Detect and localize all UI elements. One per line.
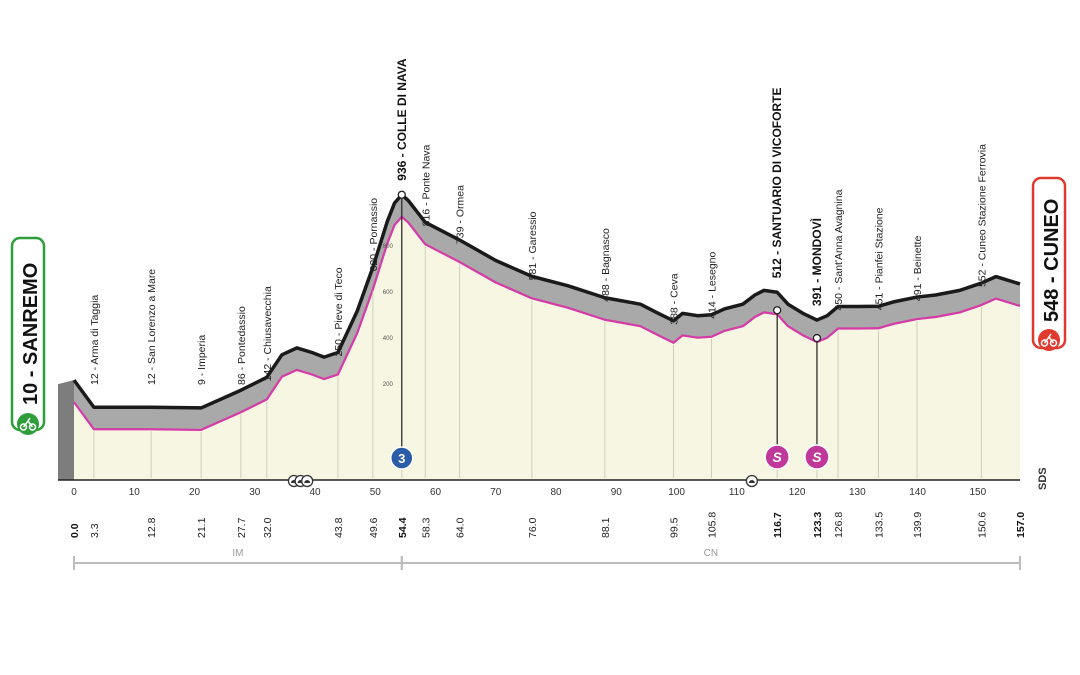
climb-category-label: 3 xyxy=(398,451,405,466)
waypoint-km-21: 157.0 xyxy=(1015,512,1027,538)
waypoint-drop-lines xyxy=(93,218,982,478)
region-label-IM: IM xyxy=(232,548,243,559)
sprint-badge-0 xyxy=(764,444,790,470)
waypoint-label-17: 450 - Sant'Anna Avagnina xyxy=(833,189,845,310)
waypoint-km-7: 49.6 xyxy=(368,517,380,538)
km-tick-150: 150 xyxy=(969,487,986,498)
distance-axis: 0 10 20 30 40 50 60 70 80 90 100 110 120 130 140 150 xyxy=(71,487,986,498)
waypoint-km-4: 27.7 xyxy=(236,517,248,538)
finish-icon-circle xyxy=(1038,329,1060,351)
waypoint-km-19: 139.9 xyxy=(912,512,924,538)
waypoint-km-20: 150.6 xyxy=(976,512,988,538)
waypoint-label-18: 451 - Pianfei Stazione xyxy=(873,207,885,310)
finish-badge: 548 - CUNEO xyxy=(1031,176,1067,351)
cyclist-icon xyxy=(19,417,37,431)
waypoint-km-9: 58.3 xyxy=(420,517,432,538)
elevation-tick-400: 400 xyxy=(383,336,394,342)
waypoint-km-13: 99.5 xyxy=(669,517,681,538)
elevation-tick-800: 800 xyxy=(383,244,394,250)
elevation-tick-200: 200 xyxy=(383,382,394,388)
waypoint-label-10: 739 - Ormea xyxy=(455,185,467,244)
waypoint-label-11: 581 - Garessio xyxy=(527,211,539,280)
waypoint-label-16: 391 - MONDOVÌ xyxy=(809,218,824,306)
km-tick-110: 110 xyxy=(729,487,745,498)
elevation-tick-600: 600 xyxy=(383,290,394,296)
profile-pink-line xyxy=(73,215,1021,432)
climb-summit-dot xyxy=(397,190,406,199)
waypoint-label-1: 12 - Arma di Taggia xyxy=(89,295,101,385)
waypoint-label-12: 488 - Bagnasco xyxy=(600,228,612,302)
tunnel-arch-3 xyxy=(748,480,755,483)
waypoint-labels: 0.0 3.3 12 - Arma di Taggia 12.8 12 - San Lo… xyxy=(69,58,1027,538)
km-tick-80: 80 xyxy=(550,487,562,498)
waypoint-km-14: 105.8 xyxy=(706,512,718,538)
waypoint-label-15: 512 - SANTUARIO DI VICOFORTE xyxy=(770,88,784,279)
km-tick-60: 60 xyxy=(430,487,442,498)
km-tick-140: 140 xyxy=(909,487,926,498)
km-tick-90: 90 xyxy=(611,487,623,498)
sprint-dot-1 xyxy=(812,333,822,343)
waypoint-label-2: 12 - San Lorenzo a Mare xyxy=(146,269,158,385)
profile-base-fill xyxy=(58,216,1020,480)
km-tick-30: 30 xyxy=(249,487,261,498)
km-tick-40: 40 xyxy=(309,487,321,498)
sds-logo: SDS xyxy=(1037,467,1049,490)
waypoint-km-18: 133.5 xyxy=(873,512,885,538)
waypoint-label-4: 86 - Pontedassio xyxy=(236,306,248,385)
start-icon-circle xyxy=(17,413,39,435)
elevation-profile xyxy=(58,192,1021,481)
waypoint-km-5: 32.0 xyxy=(262,517,274,538)
waypoint-label-8: 936 - COLLE DI NAVA xyxy=(395,58,409,181)
km-tick-50: 50 xyxy=(370,487,382,498)
sprint-label-0: S xyxy=(773,449,783,465)
cyclist-icon xyxy=(1040,333,1058,347)
km-tick-10: 10 xyxy=(129,487,141,498)
km-tick-130: 130 xyxy=(849,487,866,498)
waypoint-km-1: 3.3 xyxy=(89,523,101,538)
start-badge: 10 - SANREMO xyxy=(10,236,46,435)
waypoint-km-12: 88.1 xyxy=(600,517,612,538)
finish-label: 548 - CUNEO xyxy=(1041,199,1063,322)
elevation-ticks: 200 400 600 800 xyxy=(383,244,394,388)
profile-side-fill xyxy=(74,194,1020,430)
km-tick-120: 120 xyxy=(789,487,806,498)
waypoint-label-9: 816 - Ponte Nava xyxy=(420,144,432,226)
waypoint-km-8: 54.4 xyxy=(397,517,409,538)
sprint-label-1: S xyxy=(812,449,822,465)
sprint-dot-0 xyxy=(773,306,782,315)
tunnel-arch-2 xyxy=(304,480,311,483)
profile-left-edge xyxy=(58,380,74,480)
profile-road-line xyxy=(72,192,1021,410)
waypoint-km-16: 123.3 xyxy=(812,512,824,538)
waypoint-km-17: 126.8 xyxy=(833,512,845,538)
km-tick-0: 0 xyxy=(71,487,77,498)
km-tick-70: 70 xyxy=(490,487,502,498)
waypoint-km-6: 43.8 xyxy=(333,517,345,538)
km-tick-100: 100 xyxy=(668,487,685,498)
km-tick-20: 20 xyxy=(189,487,201,498)
waypoint-km-3: 21.1 xyxy=(196,517,208,538)
waypoint-label-3: 9 - Imperia xyxy=(196,335,208,385)
waypoint-km-10: 64.0 xyxy=(455,517,467,538)
waypoint-label-7: 620 - Pornassio xyxy=(368,198,380,272)
region-label-CN: CN xyxy=(704,548,718,559)
waypoint-label-5: 142 - Chiusavecchia xyxy=(262,286,274,381)
waypoint-km-11: 76.0 xyxy=(527,517,539,538)
sprint-badge-1 xyxy=(804,444,830,470)
waypoint-label-19: 491 - Beinette xyxy=(912,236,924,302)
waypoint-km-0: 0.0 xyxy=(69,523,81,538)
waypoint-label-6: 250 - Pieve di Teco xyxy=(333,267,345,356)
waypoint-km-15: 116.7 xyxy=(772,512,784,538)
waypoint-label-13: 388 - Ceva xyxy=(669,273,681,325)
waypoint-km-2: 12.8 xyxy=(146,517,158,538)
region-bar: IM CN xyxy=(73,548,1021,570)
markers: 3 S S xyxy=(287,190,830,488)
waypoint-label-20: 552 - Cuneo Stazione Ferrovia xyxy=(976,144,988,287)
climb-category-badge xyxy=(390,446,414,470)
waypoint-label-14: 414 - Lesegno xyxy=(706,251,718,318)
start-label: 10 - SANREMO xyxy=(20,263,42,405)
